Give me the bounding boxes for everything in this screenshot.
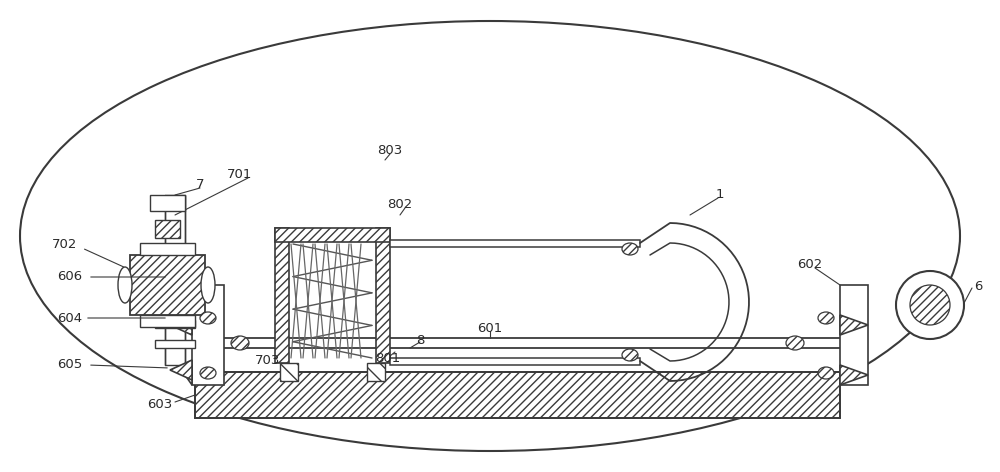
Ellipse shape [201, 267, 215, 303]
Bar [192, 285, 224, 385]
Polygon shape [840, 315, 868, 335]
Polygon shape [185, 310, 192, 330]
Text: 703: 703 [255, 354, 281, 366]
Text: 8: 8 [416, 334, 424, 346]
Bar [140, 243, 195, 255]
Text: 604: 604 [57, 312, 83, 325]
Text: 605: 605 [57, 359, 83, 371]
Text: 7: 7 [196, 178, 204, 192]
Bar [390, 240, 640, 247]
Text: 803: 803 [377, 143, 403, 157]
Ellipse shape [910, 285, 950, 325]
Bar [275, 228, 289, 363]
Polygon shape [185, 365, 192, 385]
Bar [130, 255, 205, 315]
Ellipse shape [818, 367, 834, 379]
Ellipse shape [20, 21, 960, 451]
Bar [140, 315, 195, 327]
Text: 601: 601 [477, 321, 503, 335]
Bar [275, 228, 390, 242]
Text: 6: 6 [974, 280, 982, 294]
Text: 1: 1 [716, 188, 724, 202]
Ellipse shape [200, 312, 216, 324]
Bar [165, 195, 185, 365]
Text: 702: 702 [52, 238, 78, 252]
Bar [390, 358, 640, 365]
Text: 602: 602 [797, 259, 823, 271]
Text: 701: 701 [227, 169, 253, 182]
Ellipse shape [786, 336, 804, 350]
Ellipse shape [231, 336, 249, 350]
Polygon shape [170, 360, 192, 380]
Polygon shape [170, 315, 192, 335]
Bar [155, 320, 195, 328]
Bar [376, 228, 390, 363]
Bar [195, 372, 840, 418]
Ellipse shape [622, 243, 638, 255]
Bar [155, 220, 180, 238]
Bar [155, 340, 195, 348]
Text: 802: 802 [387, 199, 413, 211]
Text: 603: 603 [147, 398, 173, 412]
Bar [840, 285, 868, 385]
Text: 801: 801 [375, 352, 401, 364]
Ellipse shape [200, 367, 216, 379]
Bar [367, 363, 385, 381]
Bar [280, 363, 298, 381]
Ellipse shape [818, 312, 834, 324]
Bar [150, 195, 185, 211]
Ellipse shape [622, 349, 638, 361]
Text: 606: 606 [57, 270, 83, 284]
Ellipse shape [118, 267, 132, 303]
Ellipse shape [896, 271, 964, 339]
Polygon shape [840, 365, 868, 385]
